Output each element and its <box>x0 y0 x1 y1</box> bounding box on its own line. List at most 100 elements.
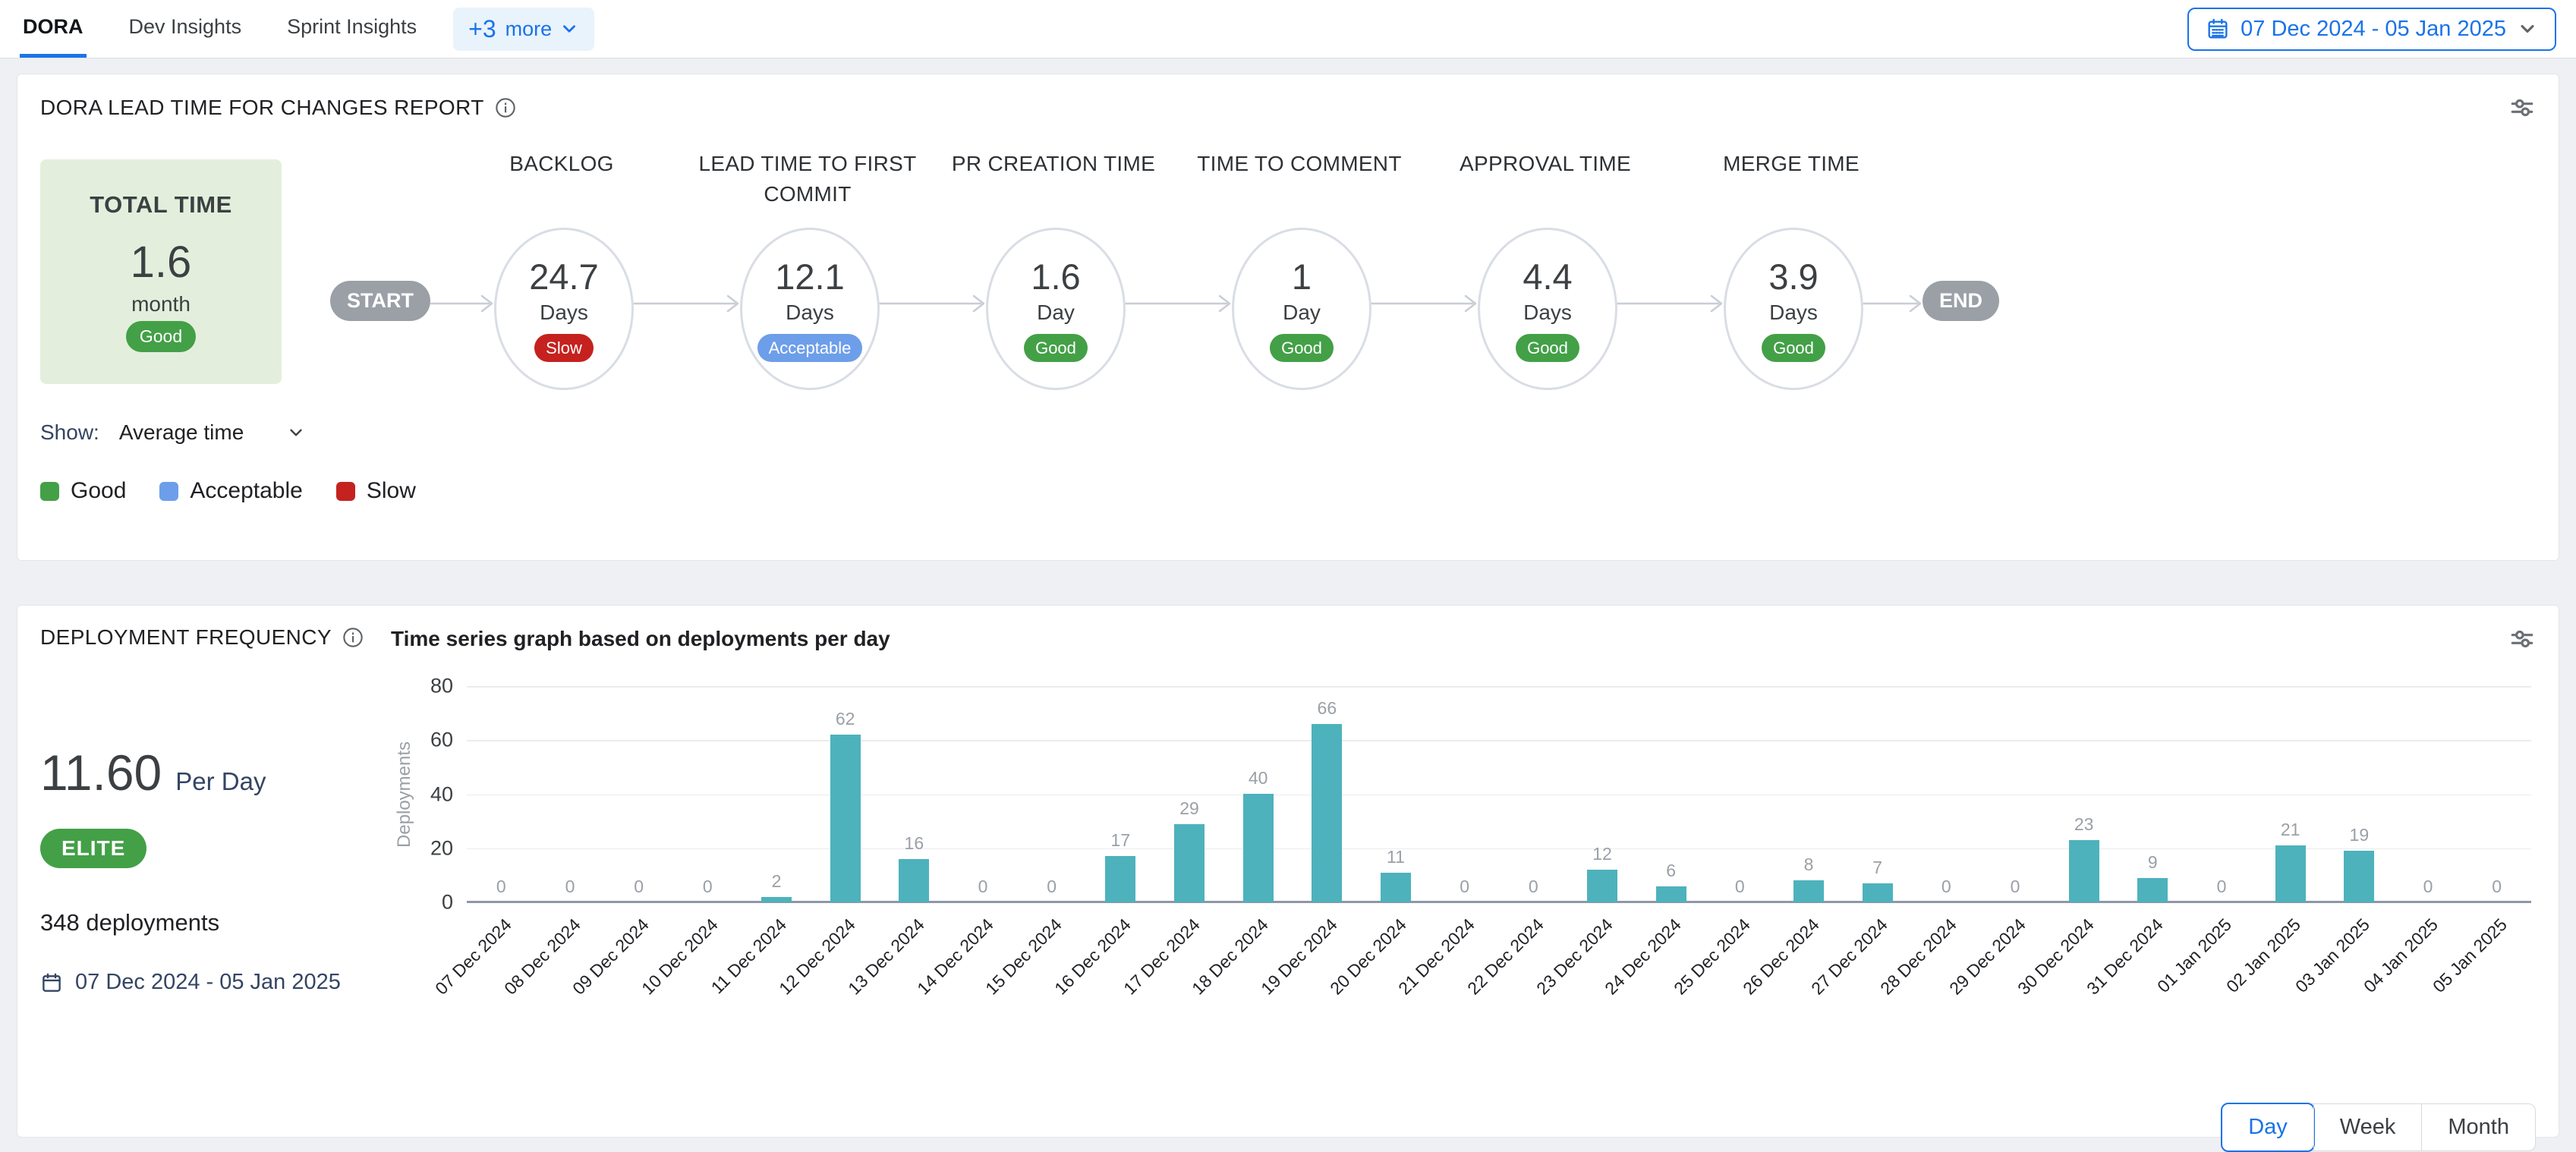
y-axis-tick: 20 <box>392 836 453 860</box>
bar-value-label: 17 <box>1111 830 1131 851</box>
legend-item-acceptable: Acceptable <box>159 478 302 504</box>
chart-settings-icon[interactable] <box>2508 625 2536 653</box>
bar <box>761 897 792 902</box>
stage-ellipse: 24.7 Days Slow <box>494 228 634 390</box>
bar-value-label: 21 <box>2281 820 2300 840</box>
y-axis-tick: 40 <box>392 782 453 806</box>
bar-value-label: 0 <box>1941 877 1951 897</box>
legend-swatch <box>40 482 59 501</box>
bar-value-label: 9 <box>2148 852 2158 873</box>
bar-value-label: 0 <box>2011 877 2020 897</box>
more-tabs-button[interactable]: +3 more <box>453 8 594 51</box>
bar-value-label: 29 <box>1179 798 1199 819</box>
y-axis-tick: 80 <box>392 675 453 698</box>
x-axis-tick-label: 02 Jan 2025 <box>2222 914 2305 997</box>
stage-unit: Days <box>786 301 834 325</box>
tab-dev-insights[interactable]: Dev Insights <box>126 0 245 58</box>
flow-start-label: START <box>330 281 430 321</box>
stage-title: MERGE TIME <box>1643 149 1939 179</box>
bar <box>1793 880 1824 902</box>
tab-dora[interactable]: DORA <box>20 0 87 58</box>
performance-badge: ELITE <box>40 829 146 868</box>
y-axis-tick: 0 <box>392 891 453 914</box>
total-time-unit: month <box>131 292 191 316</box>
gridline <box>467 740 2531 741</box>
nav-spacer <box>594 0 2187 58</box>
flow-arrow-icon <box>875 293 986 318</box>
legend-label: Slow <box>367 478 416 504</box>
tab-sprint-insights[interactable]: Sprint Insights <box>284 0 420 58</box>
flow-arrow-icon <box>1613 293 1724 318</box>
bar-value-label: 23 <box>2074 814 2094 835</box>
deployment-frequency-title: DEPLOYMENT FREQUENCY <box>40 625 332 650</box>
chart-subtitle: Time series graph based on deployments p… <box>391 627 890 651</box>
stage-status-badge: Slow <box>534 334 594 363</box>
stage-status-badge: Good <box>1516 334 1579 363</box>
bar <box>1174 824 1205 902</box>
bar <box>1312 724 1342 902</box>
bar-value-label: 0 <box>565 877 575 897</box>
calendar-icon <box>40 971 63 994</box>
deployment-frequency-card: DEPLOYMENT FREQUENCY Time series graph b… <box>17 605 2559 1138</box>
bar-value-label: 7 <box>1872 858 1882 878</box>
bar <box>1656 886 1686 902</box>
info-icon[interactable] <box>495 97 516 118</box>
bar <box>830 735 861 902</box>
flow-arrow-icon <box>430 293 494 318</box>
stage-value: 24.7 <box>529 256 598 297</box>
total-time-value: 1.6 <box>131 237 192 288</box>
bar-value-label: 0 <box>1735 877 1745 897</box>
bar <box>2275 845 2306 902</box>
toggle-day[interactable]: Day <box>2221 1103 2315 1152</box>
more-tabs-count: +3 <box>468 15 496 43</box>
stage-ellipse: 12.1DaysAcceptable <box>740 228 880 390</box>
chart-settings-icon[interactable] <box>2508 94 2536 121</box>
bar <box>1105 856 1135 902</box>
stage-value: 4.4 <box>1523 256 1572 297</box>
stats-date-range: 07 Dec 2024 - 05 Jan 2025 <box>40 970 391 995</box>
deployment-stats: 11.60 Per Day ELITE 348 deployments 07 D… <box>40 660 391 1025</box>
bar <box>2069 840 2099 902</box>
bar <box>1587 870 1617 902</box>
toggle-week[interactable]: Week <box>2313 1104 2422 1150</box>
bar-value-label: 11 <box>1387 847 1405 867</box>
stage-node: APPROVAL TIME4.4DaysGood <box>1478 149 1613 390</box>
stage-node: TIME TO COMMENT1DayGood <box>1232 149 1367 390</box>
flow-arrow-icon <box>1121 293 1232 318</box>
stage-unit: Days <box>1769 301 1818 325</box>
info-icon[interactable] <box>342 627 364 648</box>
stage-node: LEAD TIME TO FIRST COMMIT12.1DaysAccepta… <box>740 149 875 390</box>
bar-value-label: 19 <box>2350 825 2370 845</box>
bar-value-label: 40 <box>1249 768 1268 788</box>
gridline <box>467 686 2531 688</box>
bar-value-label: 0 <box>2217 877 2227 897</box>
stats-date-range-text: 07 Dec 2024 - 05 Jan 2025 <box>75 970 341 995</box>
bar <box>1381 873 1411 902</box>
bar-value-label: 0 <box>703 877 713 897</box>
top-nav: DORADev InsightsSprint Insights +3 more … <box>0 0 2576 58</box>
bar-value-label: 0 <box>978 877 988 897</box>
bar-value-label: 12 <box>1592 844 1612 864</box>
stage-unit: Days <box>1523 301 1572 325</box>
stage-unit: Days <box>540 301 588 325</box>
total-time-label: TOTAL TIME <box>90 191 232 219</box>
stage-status-badge: Good <box>1024 334 1088 363</box>
flow-arrow-icon <box>1367 293 1478 318</box>
stage-ellipse: 4.4 Days Good <box>1478 228 1617 390</box>
bar <box>2137 878 2168 902</box>
bar-value-label: 62 <box>836 709 855 729</box>
bar <box>1243 794 1274 902</box>
bar <box>1863 883 1893 902</box>
legend-item-slow: Slow <box>336 478 416 504</box>
lead-time-card: DORA LEAD TIME FOR CHANGES REPORT TOTAL … <box>17 74 2559 561</box>
date-range-picker[interactable]: 07 Dec 2024 - 05 Jan 2025 <box>2187 8 2556 51</box>
bar-value-label: 0 <box>1460 877 1469 897</box>
more-tabs-label: more <box>505 17 553 41</box>
stage-node: BACKLOG24.7DaysSlow <box>494 149 629 390</box>
bar-value-label: 0 <box>496 877 506 897</box>
total-deployments: 348 deployments <box>40 909 391 936</box>
show-dropdown[interactable]: Average time <box>119 420 306 445</box>
toggle-month[interactable]: Month <box>2421 1104 2535 1150</box>
chevron-down-icon <box>286 423 306 442</box>
stage-ellipse: 1DayGood <box>1232 228 1371 390</box>
